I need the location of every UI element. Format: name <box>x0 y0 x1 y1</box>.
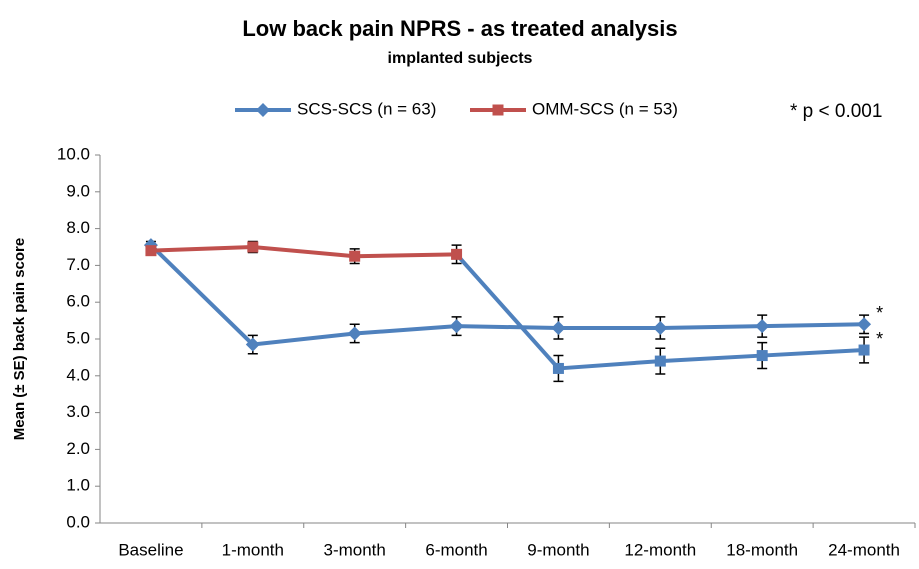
point <box>449 319 464 334</box>
x-tick-label: 24-month <box>828 540 900 559</box>
line-segment <box>149 243 255 346</box>
legend-label: SCS-SCS (n = 63) <box>297 99 436 118</box>
y-tick-label: 8.0 <box>66 218 90 237</box>
line-segment <box>252 245 355 259</box>
point <box>245 337 260 352</box>
point <box>857 317 872 332</box>
legend-marker <box>492 104 504 116</box>
line-segment <box>354 324 457 336</box>
y-tick-label: 3.0 <box>66 402 90 421</box>
x-tick-label: Baseline <box>118 540 183 559</box>
point <box>145 245 157 257</box>
line-segment <box>660 324 763 330</box>
point <box>858 344 870 356</box>
point <box>756 350 768 362</box>
x-tick-label: 3-month <box>324 540 386 559</box>
y-tick-label: 0.0 <box>66 512 90 531</box>
point <box>755 319 770 334</box>
line-segment <box>660 353 763 364</box>
point <box>654 355 666 367</box>
y-axis-label: Mean (± SE) back pain score <box>11 238 28 440</box>
annotation: * <box>876 303 883 323</box>
line-segment <box>252 331 355 347</box>
y-tick-label: 10.0 <box>57 144 90 163</box>
line-segment <box>455 253 560 370</box>
legend-label: OMM-SCS (n = 53) <box>532 99 678 118</box>
chart-subtitle: implanted subjects <box>388 50 533 67</box>
chart-title: Low back pain NPRS - as treated analysis <box>242 16 677 41</box>
point <box>247 241 259 253</box>
point <box>349 250 361 262</box>
x-tick-label: 9-month <box>527 540 589 559</box>
line-segment <box>150 245 253 253</box>
line-segment <box>762 322 865 329</box>
line-segment <box>558 359 661 371</box>
x-tick-label: 18-month <box>726 540 798 559</box>
annotation: * <box>876 329 883 349</box>
line-segment <box>762 348 865 358</box>
point <box>347 326 362 341</box>
x-tick-label: 12-month <box>624 540 696 559</box>
legend-marker <box>256 103 270 117</box>
line-segment <box>456 324 559 330</box>
point <box>451 248 463 260</box>
y-tick-label: 6.0 <box>66 292 90 311</box>
x-tick-label: 6-month <box>425 540 487 559</box>
point <box>552 362 564 374</box>
y-tick-label: 9.0 <box>66 181 90 200</box>
y-tick-label: 4.0 <box>66 365 90 384</box>
y-tick-label: 7.0 <box>66 255 90 274</box>
y-tick-label: 5.0 <box>66 328 90 347</box>
y-tick-label: 2.0 <box>66 439 90 458</box>
point <box>551 320 566 335</box>
line-segment <box>354 252 457 259</box>
y-tick-label: 1.0 <box>66 476 90 495</box>
x-tick-label: 1-month <box>222 540 284 559</box>
note: * p < 0.001 <box>790 101 882 122</box>
point <box>653 320 668 335</box>
